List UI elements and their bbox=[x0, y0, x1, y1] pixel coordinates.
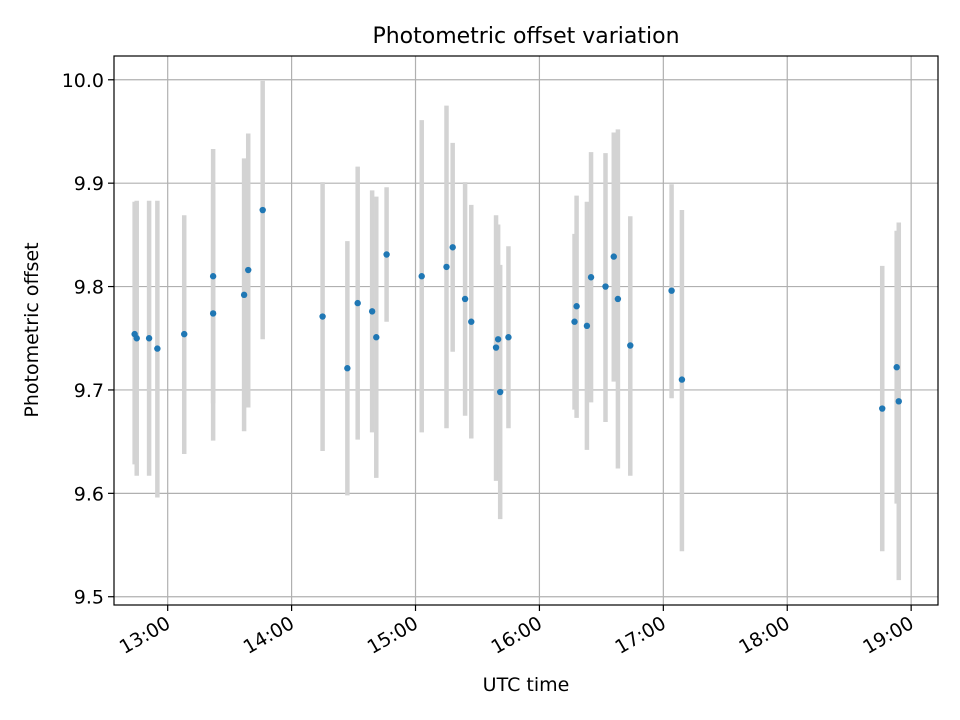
data-point bbox=[461, 295, 469, 303]
data-point bbox=[354, 299, 361, 307]
data-point bbox=[383, 251, 390, 258]
data-point bbox=[373, 334, 380, 341]
data-point bbox=[573, 303, 580, 310]
data-point bbox=[571, 318, 578, 325]
data-point bbox=[418, 273, 425, 280]
data-point bbox=[145, 335, 153, 342]
y-tick-label: 9.9 bbox=[74, 173, 104, 195]
data-point bbox=[209, 310, 217, 317]
data-point bbox=[610, 253, 617, 260]
data-point bbox=[492, 344, 500, 351]
data-point bbox=[496, 388, 504, 396]
data-point bbox=[587, 274, 595, 281]
data-point bbox=[627, 342, 634, 349]
x-axis-label: UTC time bbox=[483, 674, 570, 696]
data-point bbox=[245, 266, 252, 274]
data-point bbox=[678, 376, 686, 383]
y-tick-label: 10.0 bbox=[62, 70, 104, 92]
data-points bbox=[131, 206, 902, 412]
y-tick-label: 9.8 bbox=[74, 277, 104, 299]
data-point bbox=[583, 322, 591, 330]
chart-title: Photometric offset variation bbox=[372, 24, 679, 49]
data-point bbox=[468, 318, 475, 325]
data-point bbox=[614, 295, 622, 303]
y-tick-label: 9.7 bbox=[74, 380, 104, 402]
data-point bbox=[240, 291, 248, 299]
plot-frame bbox=[113, 55, 939, 606]
grid bbox=[114, 56, 938, 605]
data-point bbox=[505, 334, 512, 341]
data-point bbox=[449, 244, 456, 251]
y-tick-label: 9.5 bbox=[74, 587, 104, 609]
data-point bbox=[895, 398, 902, 405]
y-tick-label: 9.6 bbox=[74, 483, 104, 505]
data-point bbox=[181, 330, 188, 338]
data-point bbox=[344, 365, 351, 372]
data-point bbox=[443, 263, 450, 271]
data-point bbox=[879, 405, 886, 412]
data-point bbox=[259, 206, 266, 214]
data-point bbox=[154, 345, 161, 352]
data-point bbox=[668, 287, 675, 294]
data-point bbox=[494, 336, 502, 343]
y-axis-label: Photometric offset bbox=[21, 242, 43, 417]
data-point bbox=[602, 283, 609, 290]
data-point bbox=[133, 335, 140, 342]
data-point bbox=[209, 273, 217, 280]
data-point bbox=[368, 308, 376, 315]
data-point bbox=[319, 313, 326, 320]
data-point bbox=[893, 364, 900, 371]
